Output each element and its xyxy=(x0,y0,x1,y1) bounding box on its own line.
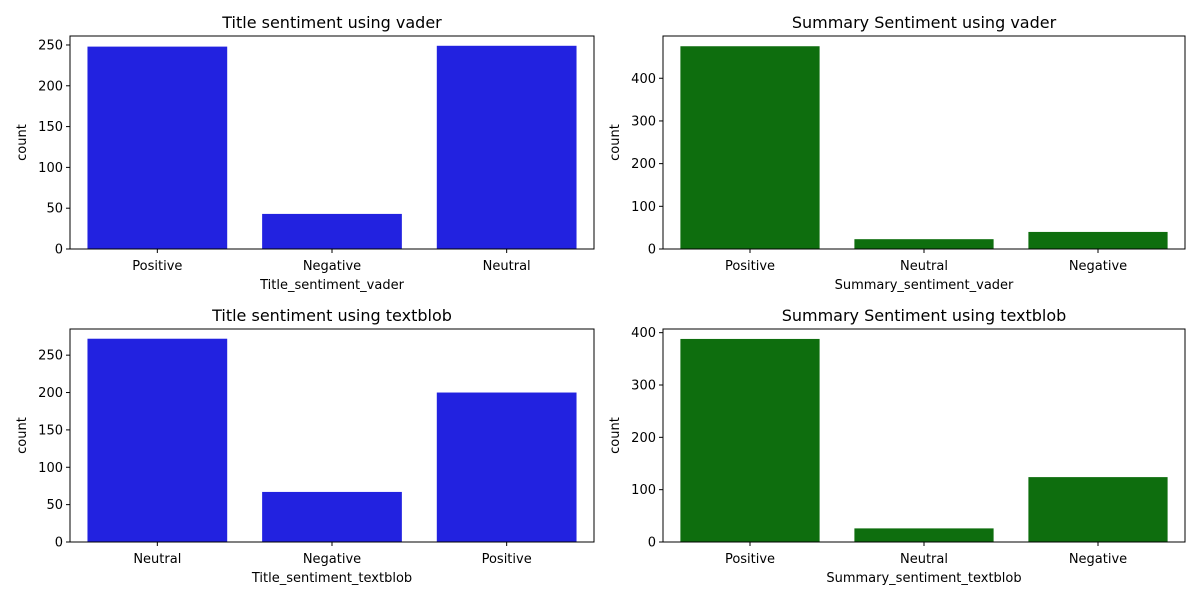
y-tick-label: 100 xyxy=(38,161,63,176)
x-axis-label: Summary_sentiment_textblob xyxy=(826,571,1021,586)
y-tick-label: 50 xyxy=(46,202,63,217)
x-tick-label: Negative xyxy=(303,552,361,567)
bar-negative xyxy=(1028,477,1168,542)
y-tick-label: 150 xyxy=(38,120,63,135)
x-axis-label: Title_sentiment_vader xyxy=(259,278,404,293)
x-tick-label: Negative xyxy=(1069,259,1127,274)
bar-neutral xyxy=(436,45,577,249)
y-tick-label: 400 xyxy=(631,326,656,341)
x-tick-label: Positive xyxy=(482,552,532,567)
bar-neutral xyxy=(854,239,994,249)
bar-positive xyxy=(680,46,820,249)
y-tick-label: 0 xyxy=(648,243,656,258)
subplot-2: 0 100 200 300 400 Positive Neutral Negative Summ… xyxy=(608,13,1186,293)
y-axis-label: count xyxy=(15,417,30,454)
chart-title: Title sentiment using textblob xyxy=(211,306,452,325)
y-tick-label: 400 xyxy=(631,72,656,87)
bar-neutral xyxy=(87,338,228,542)
x-tick-label: Negative xyxy=(303,259,361,274)
x-tick-label: Neutral xyxy=(900,552,948,567)
y-tick-label: 0 xyxy=(55,243,63,258)
y-tick-label: 100 xyxy=(631,483,656,498)
y-tick-label: 300 xyxy=(631,378,656,393)
y-tick-label: 0 xyxy=(55,536,63,551)
chart-title: Summary Sentiment using vader xyxy=(792,13,1057,32)
x-tick-label: Neutral xyxy=(900,259,948,274)
subplot-4: 0 100 200 300 400 Positive Neutral Negative Summ… xyxy=(608,306,1186,586)
bar-positive xyxy=(436,392,577,542)
y-tick-label: 0 xyxy=(648,536,656,551)
y-axis-label: count xyxy=(608,124,623,161)
x-tick-label: Neutral xyxy=(483,259,531,274)
bar-positive xyxy=(680,338,820,542)
chart-title: Summary Sentiment using textblob xyxy=(782,306,1067,325)
y-tick-label: 200 xyxy=(631,431,656,446)
y-axis-label: count xyxy=(15,124,30,161)
y-axis-label: count xyxy=(608,417,623,454)
bar-negative xyxy=(262,213,402,249)
x-tick-label: Positive xyxy=(725,259,775,274)
x-tick-label: Positive xyxy=(132,259,182,274)
bar-negative xyxy=(262,491,402,542)
bar-negative xyxy=(1028,231,1168,249)
x-axis-label: Summary_sentiment_vader xyxy=(835,278,1014,293)
y-tick-label: 50 xyxy=(46,498,63,513)
subplot-1: 0 50 100 150 200 250 Positive Negative Neutral Ti… xyxy=(15,13,595,293)
y-tick-label: 300 xyxy=(631,114,656,129)
bar-neutral xyxy=(854,528,994,542)
bar-positive xyxy=(87,46,228,249)
x-tick-label: Neutral xyxy=(133,552,181,567)
y-tick-label: 150 xyxy=(38,423,63,438)
y-tick-label: 200 xyxy=(38,386,63,401)
x-tick-label: Positive xyxy=(725,552,775,567)
x-axis-label: Title_sentiment_textblob xyxy=(251,571,412,586)
chart-title: Title sentiment using vader xyxy=(221,13,442,32)
y-tick-label: 250 xyxy=(38,349,63,364)
y-tick-label: 200 xyxy=(38,79,63,94)
y-tick-label: 100 xyxy=(631,200,656,215)
y-tick-label: 100 xyxy=(38,461,63,476)
y-tick-label: 250 xyxy=(38,38,63,53)
x-tick-label: Negative xyxy=(1069,552,1127,567)
subplot-3: 0 50 100 150 200 250 Neutral Negative Positive Ti… xyxy=(15,306,595,586)
y-tick-label: 200 xyxy=(631,157,656,172)
